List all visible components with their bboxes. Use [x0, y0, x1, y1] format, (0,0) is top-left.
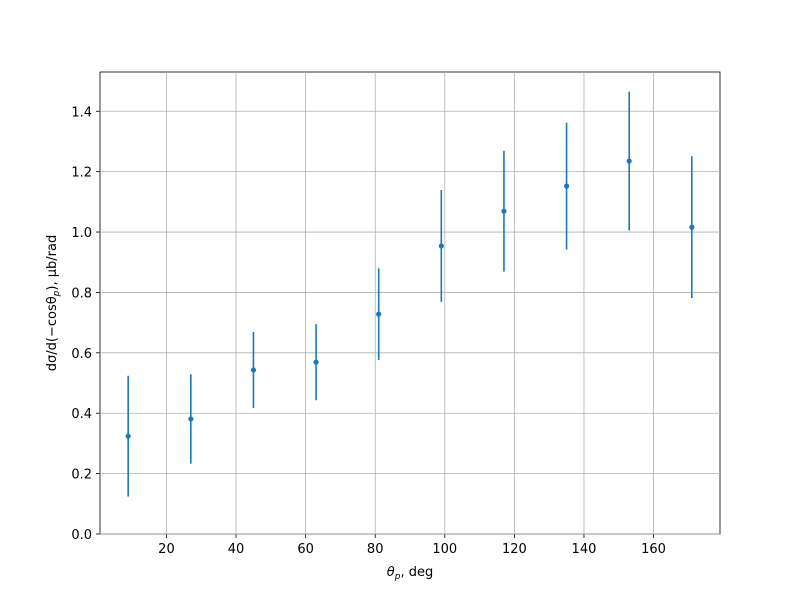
x-tick-label: 80	[367, 542, 384, 557]
y-tick-label: 0.6	[71, 347, 92, 362]
label-part: , deg	[400, 565, 433, 580]
y-axis-label: dσ/d(−cosθp), μb/rad	[45, 235, 62, 371]
label-part: ), μb/rad	[45, 235, 60, 291]
y-tick-label: 1.0	[71, 226, 92, 241]
x-tick-label: 120	[502, 542, 527, 557]
x-tick-label: 160	[641, 542, 666, 557]
x-tick-label: 100	[432, 542, 457, 557]
x-tick-label: 20	[158, 542, 175, 557]
y-tick-label: 0.0	[71, 528, 92, 543]
x-tick-label: 140	[572, 542, 597, 557]
y-tick-label: 0.8	[71, 286, 92, 301]
data-point	[501, 208, 507, 214]
data-point	[250, 367, 257, 373]
data-point	[188, 416, 194, 422]
label-part: p	[52, 290, 62, 297]
data-point	[376, 311, 382, 317]
x-tick-label: 60	[297, 542, 314, 557]
label-part: θ	[387, 565, 395, 580]
data-point	[313, 359, 319, 365]
label-part: p	[394, 572, 401, 582]
y-tick-label: 0.4	[71, 407, 92, 422]
y-tick-label: 0.2	[71, 468, 92, 483]
y-tick-label: 1.4	[71, 105, 92, 120]
x-tick-label: 40	[228, 542, 245, 557]
plot-frame	[99, 71, 721, 535]
label-part: dσ/d(−cosθ	[45, 296, 60, 371]
data-point	[438, 243, 444, 249]
x-axis-label: θp, deg	[387, 565, 433, 582]
data-point	[689, 224, 695, 230]
y-tick-label: 1.2	[71, 166, 92, 181]
data-point	[563, 183, 570, 189]
data-point	[125, 433, 131, 439]
data-point	[626, 158, 632, 164]
